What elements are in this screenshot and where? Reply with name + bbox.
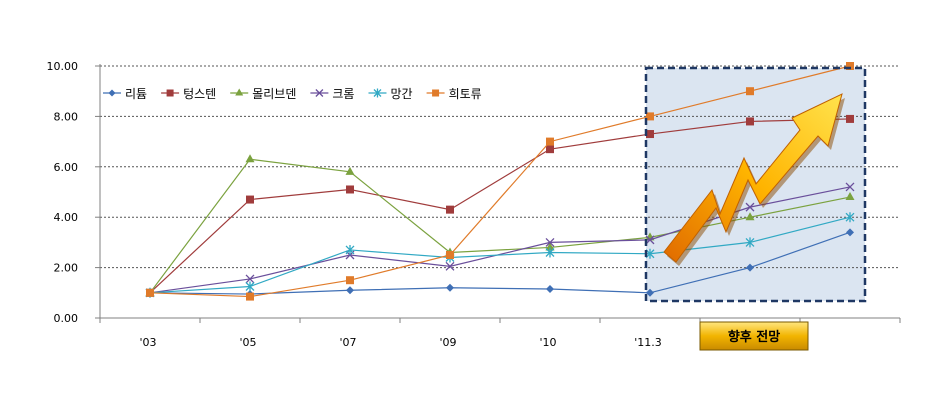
x-tick-label: '03: [139, 336, 156, 349]
data-point: [646, 112, 654, 121]
data-point: [745, 212, 755, 221]
x-tick-label: '11.3: [634, 336, 662, 349]
data-point: [545, 237, 555, 247]
data-point: [746, 117, 754, 126]
y-tick-label: 6.00: [54, 161, 79, 174]
series-line: [149, 118, 851, 294]
data-point: [445, 261, 455, 271]
legend-label: 텅스텐: [183, 87, 216, 101]
data-point: [746, 263, 754, 272]
data-point: [345, 244, 355, 255]
data-point: [446, 205, 454, 214]
data-point: [346, 185, 354, 194]
data-point: [166, 89, 174, 97]
data-point: [646, 288, 654, 297]
data-point: [345, 166, 355, 175]
data-point: [546, 285, 554, 294]
data-point: [446, 283, 454, 292]
data-point: [245, 154, 255, 163]
data-point: [545, 242, 555, 251]
legend-item: 리튬: [103, 87, 147, 101]
legend-item: 망간: [368, 87, 413, 101]
data-point: [845, 212, 855, 223]
data-point: [646, 130, 654, 139]
y-tick-label: 10.00: [47, 60, 79, 73]
data-point: [108, 89, 116, 97]
data-point: [346, 286, 354, 295]
y-tick-label: 2.00: [54, 262, 79, 275]
forecast-label-button: 향후 전망: [699, 321, 809, 351]
legend-label: 리튬: [125, 87, 147, 101]
legend-item: 텅스텐: [161, 87, 216, 101]
data-point: [645, 235, 655, 245]
data-point: [146, 288, 154, 297]
data-point: [745, 202, 755, 212]
data-point: [432, 89, 440, 97]
series-line: [149, 216, 851, 294]
data-point: [446, 251, 454, 259]
trend-arrow-icon: [663, 93, 845, 266]
x-tick-label: '10: [539, 336, 556, 349]
y-tick-label: 4.00: [54, 211, 79, 224]
legend-label: 크롬: [332, 87, 354, 101]
data-point: [645, 248, 655, 259]
data-point: [245, 274, 255, 284]
data-point: [846, 62, 854, 70]
data-point: [346, 276, 354, 285]
legend-label: 희토류: [449, 87, 482, 101]
y-tick-label: 8.00: [54, 110, 79, 123]
data-point: [845, 182, 855, 192]
legend-item: 몰리브덴: [230, 87, 296, 101]
data-point: [245, 281, 255, 292]
data-point: [235, 88, 244, 96]
data-point: [545, 247, 555, 258]
x-tick-label: '07: [339, 336, 356, 349]
data-point: [246, 292, 254, 301]
series-line: [149, 65, 851, 298]
legend-label: 몰리브덴: [252, 87, 296, 101]
y-tick-label: 0.00: [54, 312, 79, 325]
x-tick-label: '09: [439, 336, 456, 349]
series-5: [146, 62, 854, 301]
data-point: [846, 228, 854, 237]
data-point: [845, 192, 855, 201]
data-point: [546, 145, 554, 154]
data-point: [315, 89, 324, 97]
legend-item: 희토류: [426, 87, 482, 101]
forecast-label: 향후 전망: [728, 329, 780, 345]
legend-item: 크롬: [310, 87, 354, 101]
data-point: [546, 137, 554, 146]
data-point: [246, 195, 254, 204]
forecast-border: [644, 66, 867, 303]
data-point: [846, 114, 854, 123]
data-point: [373, 88, 382, 98]
data-point: [746, 87, 754, 96]
x-tick-label: '05: [239, 336, 256, 349]
legend-label: 망간: [390, 87, 412, 101]
data-point: [745, 237, 755, 248]
